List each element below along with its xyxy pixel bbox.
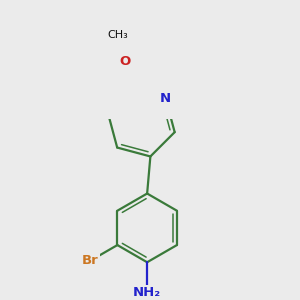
Text: O: O bbox=[119, 55, 130, 68]
Text: N: N bbox=[160, 92, 171, 106]
Text: CH₃: CH₃ bbox=[107, 30, 128, 40]
Text: NH₂: NH₂ bbox=[133, 286, 161, 299]
Text: Br: Br bbox=[82, 254, 98, 267]
